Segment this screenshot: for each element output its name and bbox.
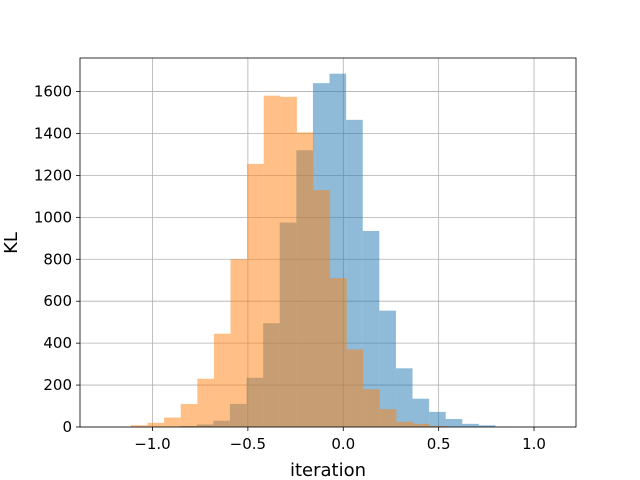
histogram-bar-series-0: [462, 423, 479, 427]
y-tick-label: 1200: [34, 166, 72, 184]
y-tick-label: 1000: [34, 208, 72, 226]
y-tick-label: 800: [43, 250, 72, 268]
histogram-bar-series-1: [213, 333, 231, 427]
histogram-bar-series-1: [280, 96, 297, 428]
histogram-bar-series-0: [379, 310, 396, 427]
histogram-bar-series-0: [362, 230, 380, 427]
x-tick-label: 1.0: [522, 435, 546, 453]
x-tick-label: 0.5: [427, 435, 451, 453]
histogram-bar-series-0: [429, 411, 446, 427]
histogram-bar-series-1: [164, 417, 181, 427]
y-tick-label: 400: [43, 334, 72, 352]
histogram-bar-series-1: [379, 409, 397, 427]
histogram-bar-series-1: [296, 132, 314, 428]
histogram-bar-series-1: [147, 422, 165, 427]
histogram-bar-series-1: [363, 389, 380, 427]
histogram-bar-series-1: [313, 190, 331, 427]
x-tick-label: 0.0: [331, 435, 355, 453]
y-tick-label: 600: [43, 292, 72, 310]
bars-layer: [114, 73, 513, 428]
histogram-bar-series-1: [197, 378, 214, 427]
y-axis-title: KL: [1, 232, 22, 254]
histogram-bar-series-1: [230, 259, 248, 427]
y-tick-label: 0: [62, 418, 72, 436]
y-tick-label: 200: [43, 376, 72, 394]
histogram-bar-series-1: [396, 421, 414, 427]
histogram-bar-series-0: [478, 425, 496, 427]
histogram-bar-series-1: [247, 163, 264, 427]
y-tick-label: 1400: [34, 124, 72, 142]
ticks-layer: −1.0 −0.5 0.0 0.5 1.0 0 200 400 600 800 1000 1200 14…: [34, 83, 546, 453]
x-tick-label: −1.0: [134, 435, 170, 453]
histogram-bar-series-1: [413, 423, 430, 427]
y-tick-label: 1600: [34, 83, 72, 101]
histogram-bar-series-1: [346, 349, 364, 427]
histogram-bar-series-1: [429, 425, 447, 427]
histogram-bar-series-0: [445, 419, 463, 427]
x-tick-label: −0.5: [230, 435, 266, 453]
histogram-bar-series-1: [180, 403, 198, 427]
x-axis-title: iteration: [290, 460, 366, 480]
histogram-bar-series-0: [395, 368, 413, 427]
histogram-bar-series-1: [263, 95, 281, 427]
histogram-bar-series-1: [330, 278, 347, 427]
plot-frame: [79, 57, 577, 428]
histogram-bar-series-0: [412, 398, 430, 427]
histogram-bar-series-1: [130, 425, 148, 427]
